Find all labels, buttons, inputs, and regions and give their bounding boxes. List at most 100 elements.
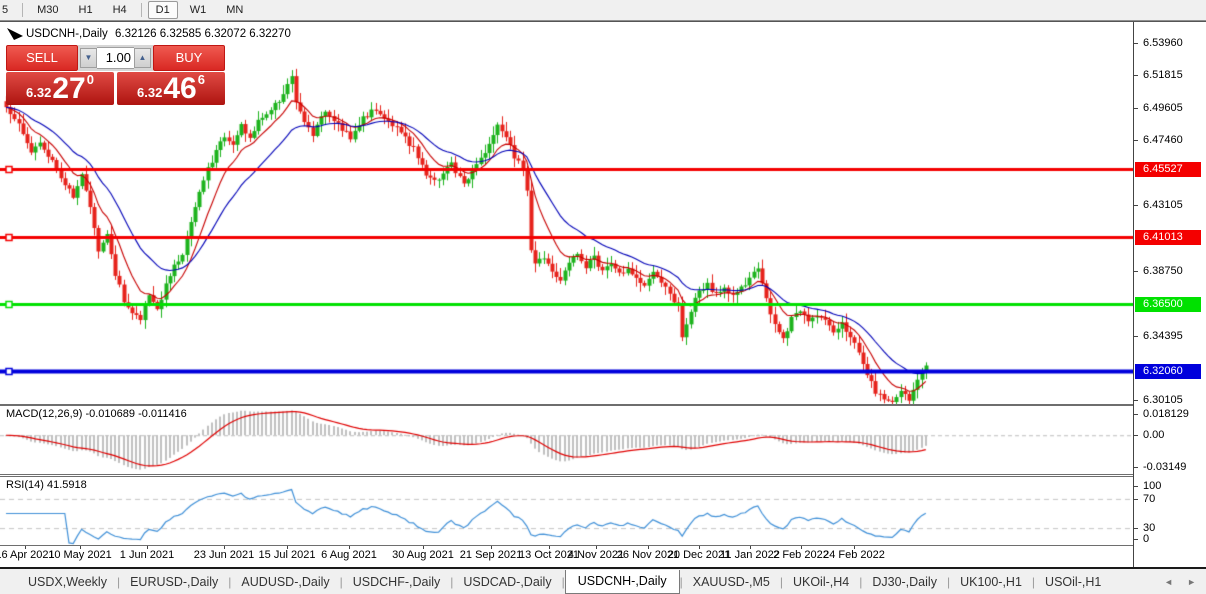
chart-tabbar: USDX,Weekly | EURUSD-,Daily | AUDUSD-,Daily |… xyxy=(0,567,1206,594)
volume-control: ▼ 1.00 ▲ xyxy=(78,45,153,71)
price-tick-label: 6.43105 xyxy=(1134,199,1206,212)
tab-separator: | xyxy=(339,574,343,589)
date-tick xyxy=(596,546,597,549)
macd-pane-canvas[interactable] xyxy=(0,406,1133,474)
buy-price-big: 46 xyxy=(163,72,197,105)
rsi-indicator-label: RSI(14) 41.5918 xyxy=(6,479,87,491)
chart-title: USDCNH-,Daily 6.32126 6.32585 6.32072 6.… xyxy=(26,28,295,40)
tab-uk100-h1[interactable]: UK100-,H1 xyxy=(960,574,1022,589)
date-tick xyxy=(287,546,288,549)
date-label: 6 Aug 2021 xyxy=(321,549,377,561)
buy-price-display[interactable]: 6.32 46 6 xyxy=(117,72,225,105)
chart-tabbar-tabs: USDX,Weekly | EURUSD-,Daily | AUDUSD-,Daily |… xyxy=(0,569,1164,594)
date-label: 16 Apr 2021 xyxy=(0,549,55,561)
tab-eurusd-daily[interactable]: EURUSD-,Daily xyxy=(130,574,219,589)
rsi-axis-label: 100 xyxy=(1134,480,1206,493)
rsi-pane-canvas[interactable] xyxy=(0,477,1133,545)
price-tick-label: 6.53960 xyxy=(1134,37,1206,50)
tab-separator: | xyxy=(450,574,454,589)
tab-dj30-daily[interactable]: DJ30-,Daily xyxy=(872,574,937,589)
tab-separator: | xyxy=(1031,574,1036,589)
timeframe-button-mn[interactable]: MN xyxy=(226,4,244,16)
tab-separator: | xyxy=(679,574,683,589)
sell-button[interactable]: SELL xyxy=(6,45,78,71)
date-tick xyxy=(750,546,751,549)
date-tick xyxy=(549,546,550,549)
tab-separator: | xyxy=(228,574,232,589)
timeframe-button-m30[interactable]: M30 xyxy=(37,4,59,16)
date-tick xyxy=(25,546,26,549)
date-label: 2 Feb 2022 xyxy=(773,549,829,561)
macd-axis-label: 0.018129 xyxy=(1134,408,1206,421)
date-label: 13 Oct 2021 xyxy=(519,549,579,561)
date-tick xyxy=(147,546,148,549)
tab-scroll-right-icon[interactable]: ► xyxy=(1187,576,1196,587)
timeframe-button-w1[interactable]: W1 xyxy=(189,4,207,16)
timeframe-button-h1[interactable]: H1 xyxy=(78,4,93,16)
tab-scroll-left-icon[interactable]: ◄ xyxy=(1164,576,1174,587)
tab-usdchf-daily[interactable]: USDCHF-,Daily xyxy=(352,574,441,589)
price-tick-label: 6.49605 xyxy=(1134,102,1206,115)
sell-price-big: 27 xyxy=(52,72,86,105)
sell-price-pip: 0 xyxy=(86,72,94,87)
one-click-trade-panel: SELL ▼ 1.00 ▲ BUY 6.32 27 0 6.32 46 6 xyxy=(6,45,225,105)
date-tick xyxy=(854,546,855,549)
date-label: 20 Dec 2021 xyxy=(667,549,731,561)
price-level-badge: 6.41013 xyxy=(1135,229,1201,245)
tab-audusd-daily[interactable]: AUDUSD-,Daily xyxy=(241,574,330,589)
date-label: 26 Nov 2021 xyxy=(616,549,680,561)
tab-separator: | xyxy=(561,574,565,589)
date-tick xyxy=(648,546,649,549)
sell-price-display[interactable]: 6.32 27 0 xyxy=(6,72,114,105)
tab-usdcnh-daily[interactable]: USDCNH-,Daily xyxy=(564,569,680,594)
date-axis[interactable]: 16 Apr 2021 10 May 2021 1 Jun 2021 23 Jun 2… xyxy=(0,546,1133,567)
toolbar-separator xyxy=(22,3,24,17)
tab-separator: | xyxy=(946,574,951,589)
chart-arrow-icon xyxy=(7,28,23,40)
tab-usdcad-daily[interactable]: USDCAD-,Daily xyxy=(463,574,552,589)
timeframe-button-h4[interactable]: H4 xyxy=(112,4,127,16)
date-label: 1 Jun 2021 xyxy=(119,549,175,561)
date-label: 23 Jun 2021 xyxy=(193,549,255,561)
tab-ukoil-h4[interactable]: UKOil-,H4 xyxy=(792,574,850,589)
price-level-badge: 6.36500 xyxy=(1135,297,1201,313)
date-label: 10 May 2021 xyxy=(48,549,112,561)
date-tick xyxy=(699,546,700,549)
date-label: 11 Jan 2022 xyxy=(720,549,780,561)
tab-xauusd-m5[interactable]: XAUUSD-,M5 xyxy=(692,574,770,589)
date-label: 15 Jul 2021 xyxy=(258,549,316,561)
timeframe-toolbar: 5 M30 H1 H4 D1 W1 MN xyxy=(0,0,1206,21)
date-tick xyxy=(801,546,802,549)
macd-indicator-label: MACD(12,26,9) -0.010689 -0.011416 xyxy=(6,408,187,420)
pane-splitter[interactable] xyxy=(0,404,1206,406)
price-level-badge: 6.32060 xyxy=(1135,363,1201,379)
date-tick xyxy=(491,546,492,549)
price-tick-label: 6.30105 xyxy=(1134,394,1206,407)
price-tick-label: 6.51815 xyxy=(1134,69,1206,82)
volume-decrease-button[interactable]: ▼ xyxy=(80,48,97,68)
chart-symbol-period: USDCNH-,Daily xyxy=(26,28,108,40)
date-label: 4 Nov 2021 xyxy=(567,549,625,561)
volume-input[interactable]: 1.00 xyxy=(97,47,134,69)
rsi-axis-label: 0 xyxy=(1134,533,1206,546)
price-level-badge: 6.45527 xyxy=(1135,162,1201,178)
price-tick-label: 6.47460 xyxy=(1134,134,1206,147)
buy-button[interactable]: BUY xyxy=(153,45,225,71)
pane-splitter[interactable] xyxy=(0,474,1206,477)
tab-usdx-weekly[interactable]: USDX,Weekly xyxy=(28,574,107,589)
sell-price-prefix: 6.32 xyxy=(26,85,52,100)
pane-splitter xyxy=(0,545,1206,546)
date-label: 30 Aug 2021 xyxy=(392,549,454,561)
rsi-axis-label: 30 xyxy=(1134,522,1206,535)
macd-axis-label: -0.03149 xyxy=(1134,461,1206,474)
buy-price-pip: 6 xyxy=(197,72,205,87)
price-tick-label: 6.34395 xyxy=(1134,330,1206,343)
date-label: 21 Sep 2021 xyxy=(459,549,523,561)
chart-ohlc-values: 6.32126 6.32585 6.32072 6.32270 xyxy=(114,28,291,40)
price-axis[interactable]: 6.53960 6.51815 6.49605 6.47460 6.43105 6.387… xyxy=(1133,22,1206,567)
volume-increase-button[interactable]: ▲ xyxy=(134,48,151,68)
tab-usoil-h1[interactable]: USOil-,H1 xyxy=(1045,574,1102,589)
timeframe-button-5[interactable]: 5 xyxy=(2,4,9,16)
timeframe-button-d1[interactable]: D1 xyxy=(147,1,178,19)
